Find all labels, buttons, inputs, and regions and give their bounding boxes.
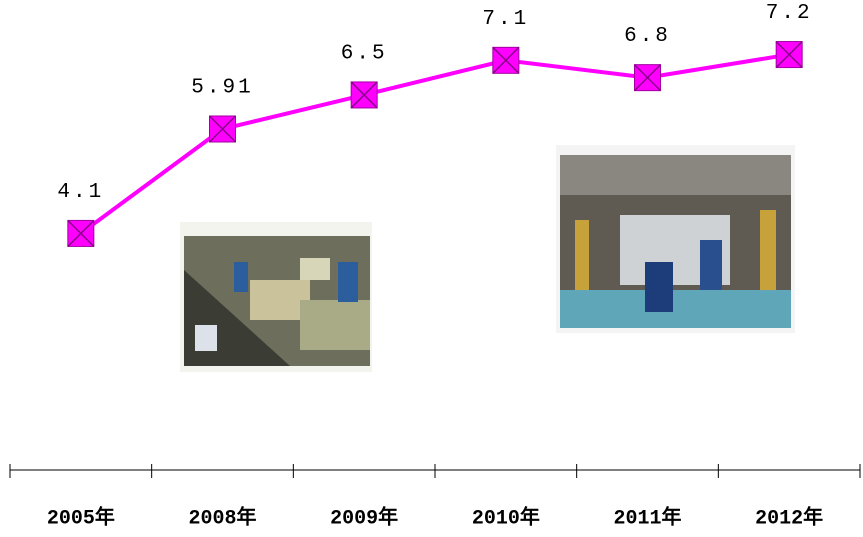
photo-warehouse <box>180 222 372 372</box>
marker-cross <box>492 46 520 74</box>
photo-worker <box>338 262 358 302</box>
value-label: 6.5 <box>341 42 388 65</box>
x-tick-label: 2009年 <box>330 504 398 530</box>
photo-worker <box>700 240 722 290</box>
x-tick-label: 2012年 <box>755 504 823 530</box>
x-tick-label: 2011年 <box>613 504 681 530</box>
photo-robot <box>760 210 776 290</box>
x-tick-label: 2010年 <box>472 504 540 530</box>
photo-worker <box>234 262 248 292</box>
photo-boxes <box>300 258 330 280</box>
value-label: 7.2 <box>766 2 813 25</box>
marker-cross <box>208 115 237 143</box>
photo-robot <box>575 220 589 290</box>
photo-ceiling <box>560 155 791 195</box>
x-tick-label: 2005年 <box>47 504 115 530</box>
photo-boxes <box>300 300 370 350</box>
marker-cross <box>775 41 803 69</box>
photo-boxes <box>195 325 217 351</box>
value-label: 4.1 <box>57 181 104 204</box>
photo-factory <box>556 145 795 333</box>
marker-cross <box>633 64 662 92</box>
photo-floor <box>560 290 791 328</box>
marker-cross <box>67 219 95 247</box>
series-line <box>79 52 790 236</box>
value-label: 7.1 <box>482 8 529 31</box>
photo-worker <box>645 262 673 312</box>
x-tick-label: 2008年 <box>188 504 256 530</box>
value-label: 5.91 <box>191 77 253 100</box>
marker-cross <box>350 81 378 109</box>
value-label: 6.8 <box>624 25 671 48</box>
